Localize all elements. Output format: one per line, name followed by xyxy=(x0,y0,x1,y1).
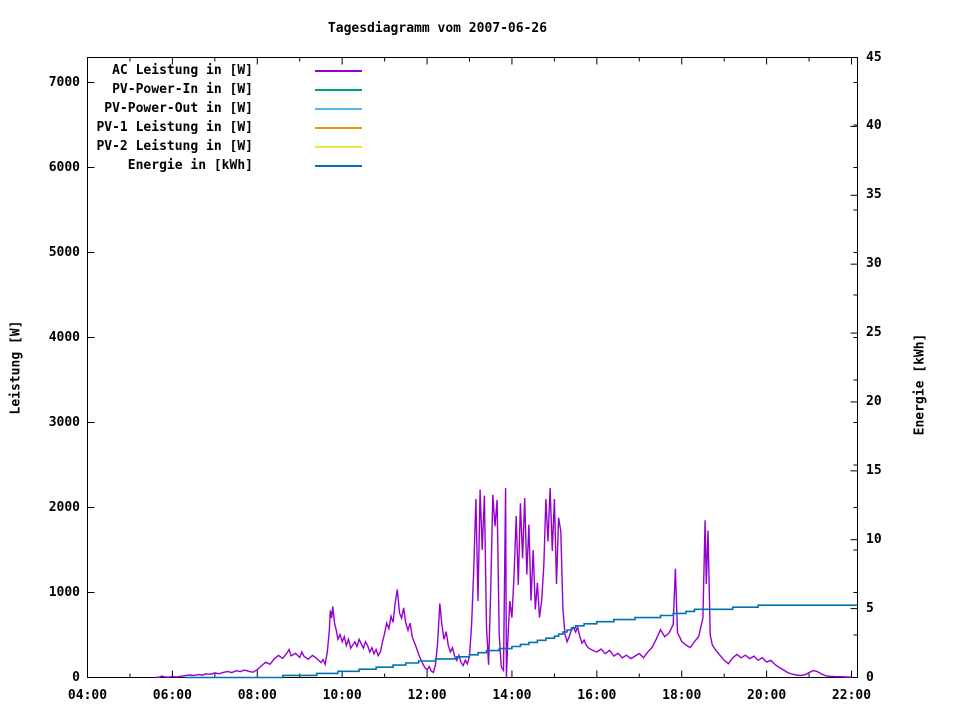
series-line-energie-in-kwh xyxy=(185,604,858,679)
legend-label: Energie in [kWh] xyxy=(127,158,253,173)
x-tick-label: 20:00 xyxy=(747,688,787,703)
y-right-tick-label: 35 xyxy=(866,187,882,203)
x-tick-label: 12:00 xyxy=(407,688,447,703)
x-tick-label: 08:00 xyxy=(237,688,277,703)
y-left-tick-label: 1000 xyxy=(48,584,80,600)
x-tick-label: 14:00 xyxy=(492,688,532,703)
x-tick-label: 22:00 xyxy=(831,688,872,703)
x-tick-label: 10:00 xyxy=(322,688,362,703)
y-left-axis-title: Leistung [W] xyxy=(8,320,24,415)
y-left-tick-label: 6000 xyxy=(48,159,80,175)
y-right-tick-label: 20 xyxy=(866,393,882,409)
y-right-tick-label: 15 xyxy=(866,462,882,478)
legend-label: PV-2 Leistung in [W] xyxy=(96,139,253,154)
x-tick-label: 16:00 xyxy=(577,688,617,703)
x-tick-label: 18:00 xyxy=(662,688,702,703)
y-right-tick-label: 45 xyxy=(866,49,882,65)
y-left-tick-label: 2000 xyxy=(48,499,80,515)
y-right-axis-title: Energie [kWh] xyxy=(912,333,928,436)
legend-label: PV-Power-Out in [W] xyxy=(104,101,253,116)
y-left-tick-label: 4000 xyxy=(48,329,80,345)
series-line-ac-leistung-in-w xyxy=(155,487,852,679)
legend-label: AC Leistung in [W] xyxy=(112,63,253,78)
y-right-tick-label: 5 xyxy=(866,600,874,616)
y-right-tick-label: 30 xyxy=(866,256,882,272)
y-right-tick-label: 10 xyxy=(866,531,882,547)
y-left-tick-label: 0 xyxy=(72,669,80,685)
x-tick-label: 06:00 xyxy=(152,688,192,703)
legend-label: PV-Power-In in [W] xyxy=(112,82,253,97)
legend-label: PV-1 Leistung in [W] xyxy=(96,120,253,135)
y-left-tick-label: 5000 xyxy=(48,244,80,260)
y-left-tick-label: 3000 xyxy=(48,414,80,430)
y-left-tick-label: 7000 xyxy=(48,74,80,90)
y-right-tick-label: 40 xyxy=(866,118,882,134)
y-right-tick-label: 0 xyxy=(866,669,874,685)
plot-border xyxy=(87,57,858,678)
x-tick-label: 04:00 xyxy=(67,688,108,703)
y-right-tick-label: 25 xyxy=(866,325,882,341)
chart-title: Tagesdiagramm vom 2007-06-26 xyxy=(327,21,548,36)
